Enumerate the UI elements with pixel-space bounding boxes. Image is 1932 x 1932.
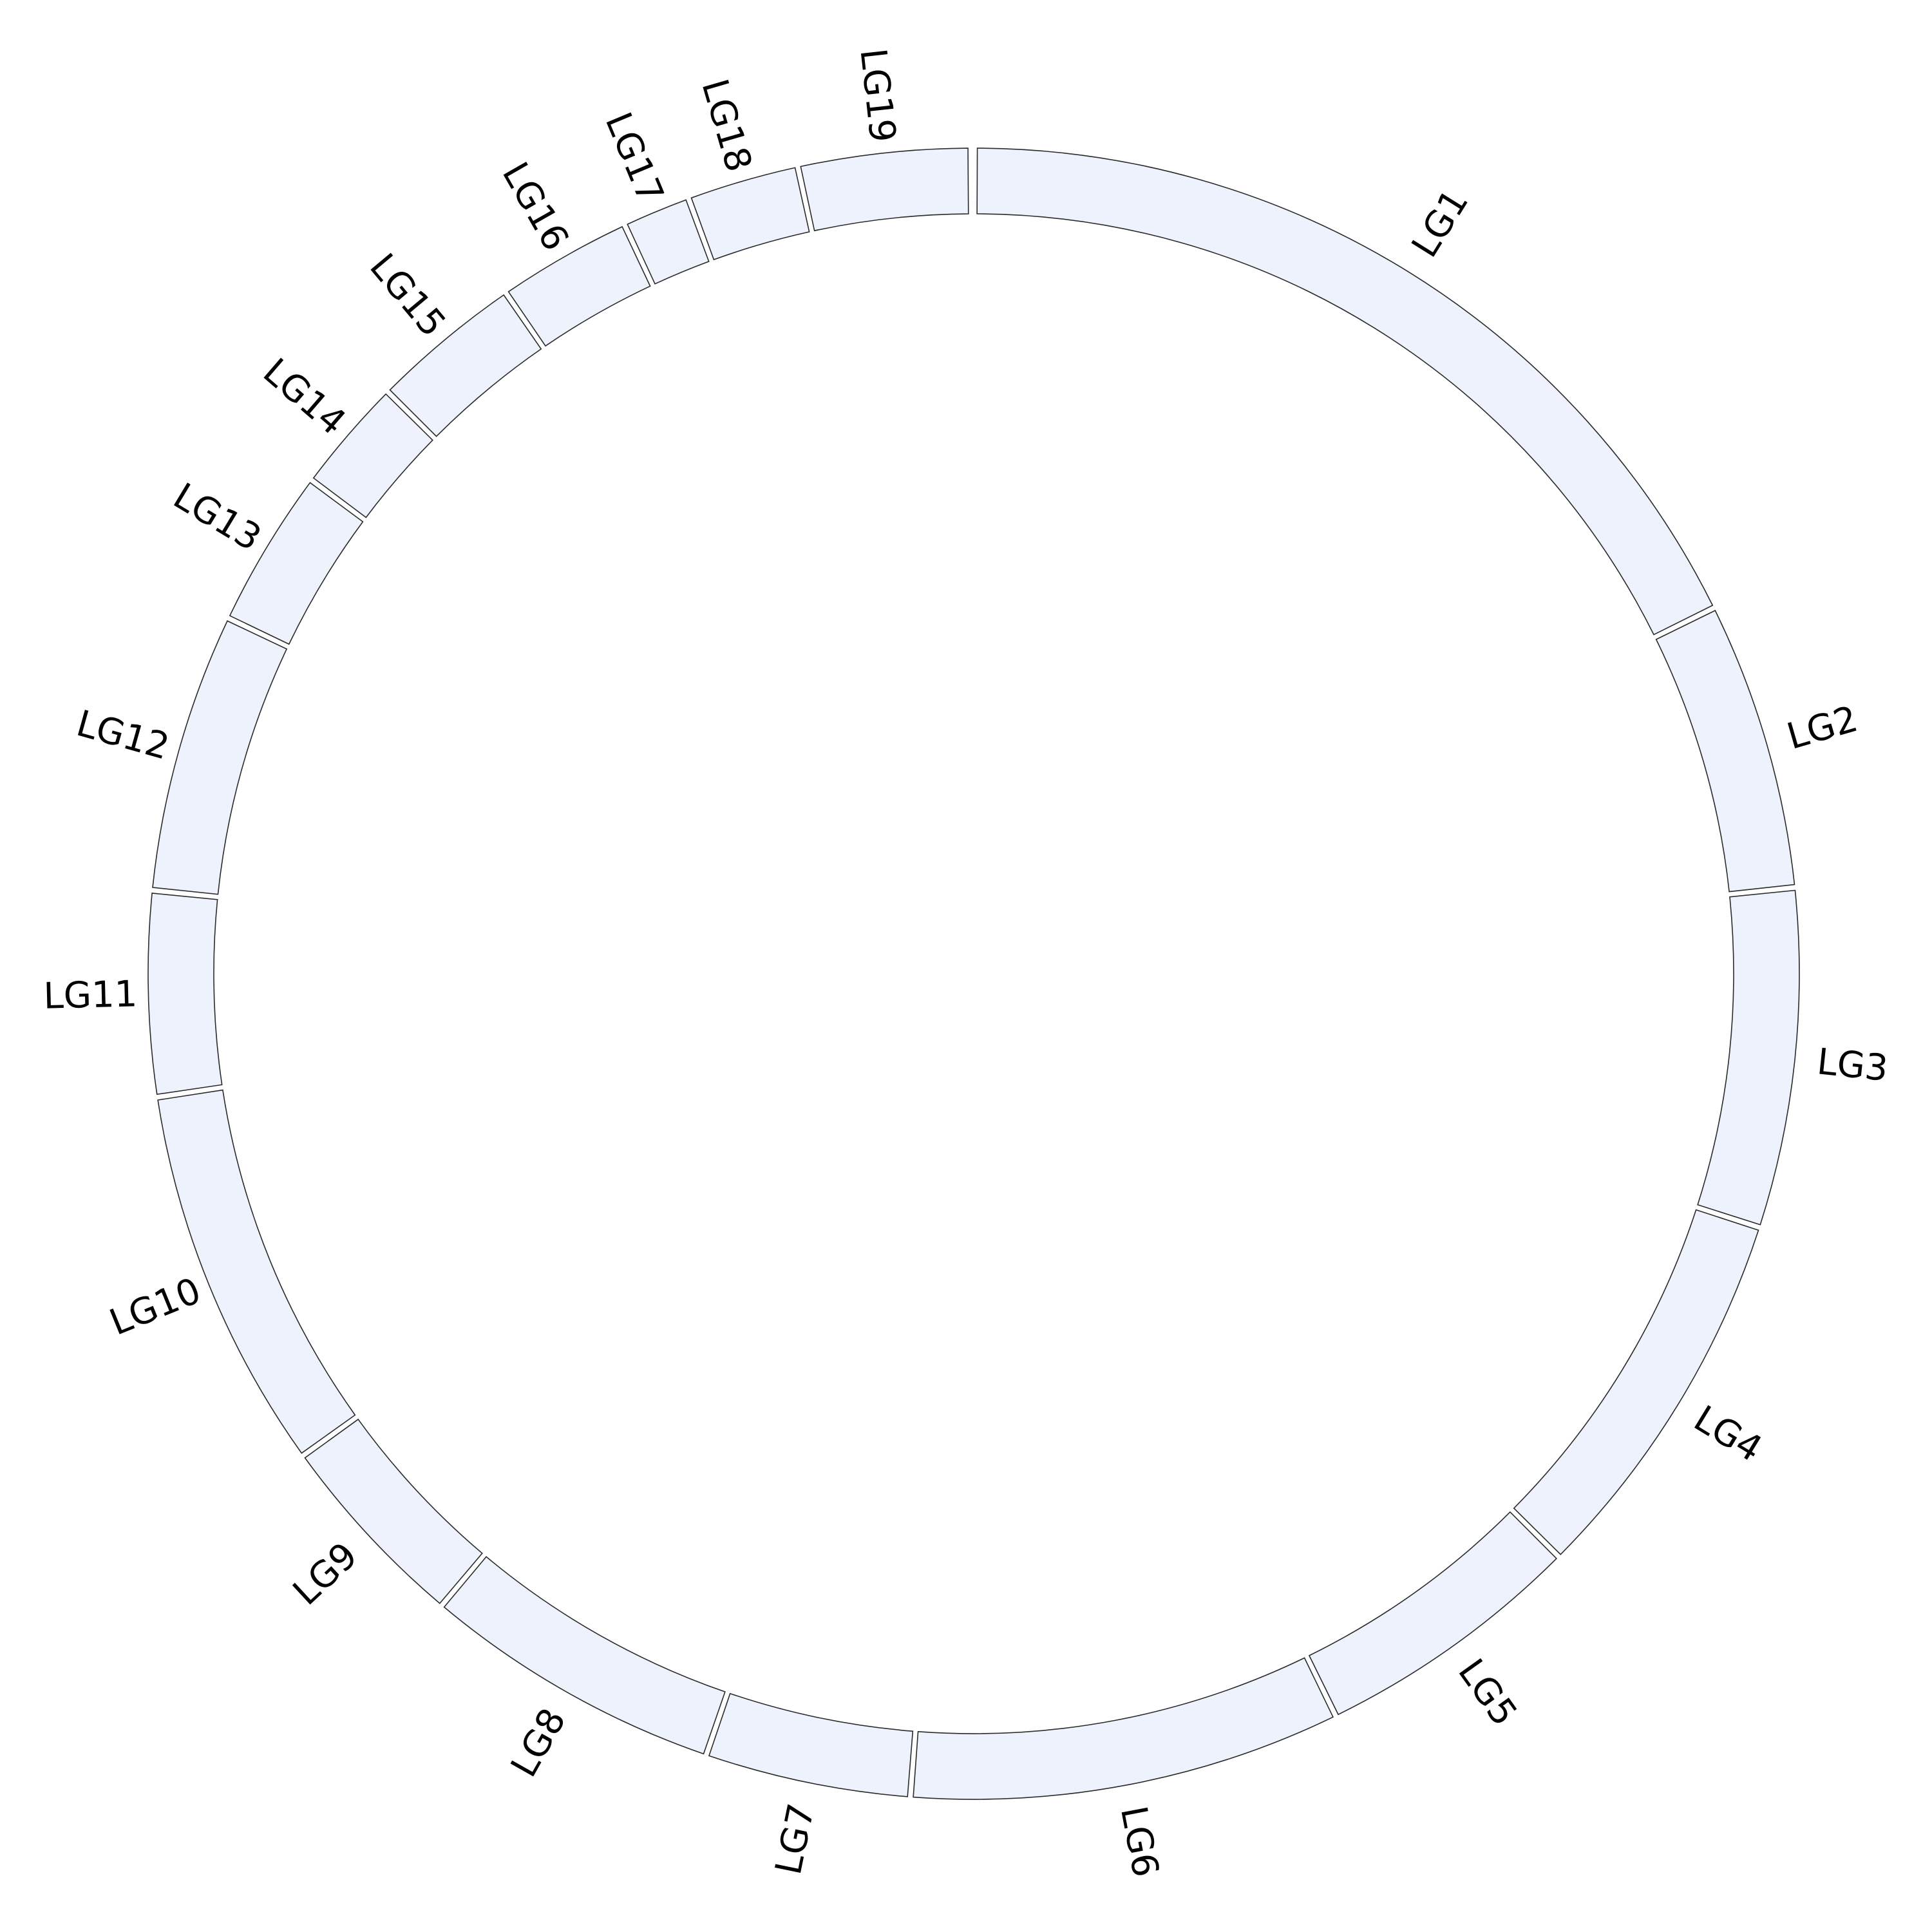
segment-label-lg13: LG13	[166, 475, 268, 560]
segment-label-lg5: LG5	[1450, 1652, 1525, 1734]
segment-label-lg18: LG18	[693, 75, 759, 176]
segment-label-lg7: LG7	[768, 1800, 823, 1878]
segment-lg15	[389, 294, 542, 437]
segment-label-lg9: LG9	[285, 1535, 366, 1614]
segment-label-lg3: LG3	[1815, 1041, 1889, 1090]
segment-lg16	[507, 225, 651, 347]
segment-lg1	[976, 147, 1714, 636]
segment-lg13	[229, 482, 364, 645]
segment-label-lg14: LG14	[255, 350, 354, 443]
segment-label-lg15: LG15	[361, 246, 453, 345]
segment-lg12	[152, 620, 288, 895]
segment-label-lg8: LG8	[503, 1701, 574, 1784]
segment-lg17	[627, 199, 710, 285]
segment-lg6	[913, 1657, 1334, 1800]
segment-lg3	[1697, 889, 1800, 1226]
segment-lg2	[1655, 609, 1795, 893]
segment-lg7	[708, 1692, 914, 1797]
segment-label-lg17: LG17	[597, 107, 672, 210]
segment-lg4	[1513, 1209, 1759, 1555]
segment-lg8	[443, 1556, 726, 1755]
segment-label-lg4: LG4	[1687, 1397, 1769, 1470]
segment-label-lg2: LG2	[1783, 698, 1862, 758]
segment-lg18	[690, 167, 810, 261]
segment-label-lg11: LG11	[43, 973, 138, 1018]
segment-label-lg12: LG12	[72, 703, 174, 768]
segment-label-lg1: LG1	[1404, 182, 1477, 265]
segment-label-lg6: LG6	[1112, 1803, 1167, 1880]
segments-layer	[147, 147, 1800, 1800]
segment-lg10	[157, 1089, 356, 1454]
segment-lg19	[800, 147, 969, 232]
segment-lg9	[304, 1418, 483, 1604]
segment-lg5	[1308, 1511, 1558, 1716]
segment-lg11	[147, 893, 223, 1095]
segment-label-lg16: LG16	[494, 155, 577, 258]
labels-layer: LG1 LG2 LG3 LG4 LG5 LG6 LG7 LG8 LG9 LG10 LG11 LG12 L…	[43, 46, 1890, 1880]
segment-label-lg19: LG19	[851, 46, 903, 144]
segment-lg14	[312, 393, 433, 518]
segment-label-lg10: LG10	[104, 1270, 207, 1344]
